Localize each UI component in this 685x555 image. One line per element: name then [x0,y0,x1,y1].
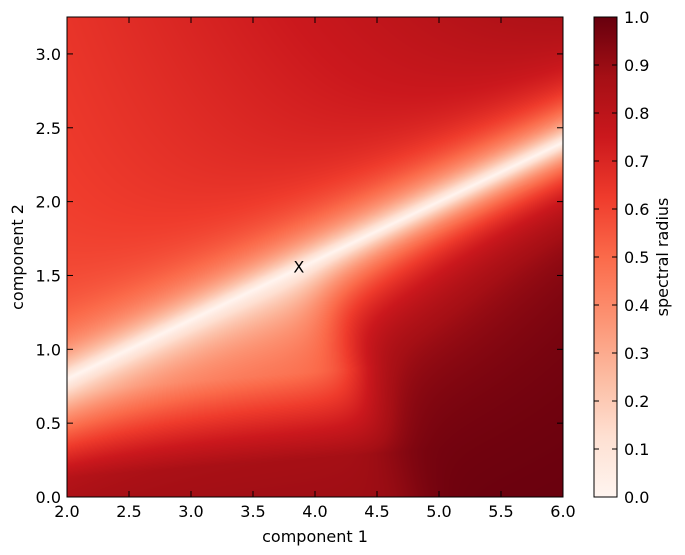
y-tick-label: 2.5 [36,119,61,138]
x-tick-label: 2.0 [54,502,79,521]
y-axis-label: component 2 [8,204,27,310]
colorbar-tick-label: 0.0 [624,488,649,507]
x-axis: 2.0 2.5 3.0 3.5 4.0 4.5 5.0 5.5 6.0 [54,17,576,521]
x-tick-label: 2.5 [116,502,141,521]
x-tick-label: 3.5 [240,502,265,521]
x-tick-label: 5.0 [426,502,451,521]
colorbar-tick-label: 0.1 [624,440,649,459]
x-tick-label: 6.0 [550,502,575,521]
y-tick-label: 1.0 [36,340,61,359]
y-tick-label: 0.5 [36,414,61,433]
colorbar-tick-label: 0.3 [624,344,649,363]
y-tick-label: 2.0 [36,193,61,212]
colorbar-tick-label: 0.7 [624,152,649,171]
y-tick-label: 3.0 [36,45,61,64]
y-axis: 0.0 0.5 1.0 1.5 2.0 2.5 3.0 [36,45,563,507]
colorbar-tick-label: 0.6 [624,200,649,219]
x-axis-label: component 1 [262,527,368,546]
y-tick-label: 0.0 [36,488,61,507]
x-tick-label: 4.5 [364,502,389,521]
colorbar-tick-label: 1.0 [624,8,649,27]
colorbar-tick-label: 0.2 [624,392,649,411]
x-tick-label: 5.5 [488,502,513,521]
colorbar-tick-label: 0.9 [624,56,649,75]
colorbar-tick-label: 0.4 [624,296,649,315]
heatmap-area [67,17,563,497]
marker-label: X [293,258,304,277]
y-tick-label: 1.5 [36,266,61,285]
x-tick-label: 3.0 [178,502,203,521]
x-tick-label: 4.0 [302,502,327,521]
colorbar-tick-label: 0.8 [624,104,649,123]
colorbar-axis: 0.0 0.1 0.2 0.3 0.4 0.5 0.6 0.7 0.8 0.9 1.0 [594,8,649,507]
colorbar-tick-label: 0.5 [624,248,649,267]
colorbar-label: spectral radius [653,198,672,317]
heatmap-canvas [67,17,563,497]
